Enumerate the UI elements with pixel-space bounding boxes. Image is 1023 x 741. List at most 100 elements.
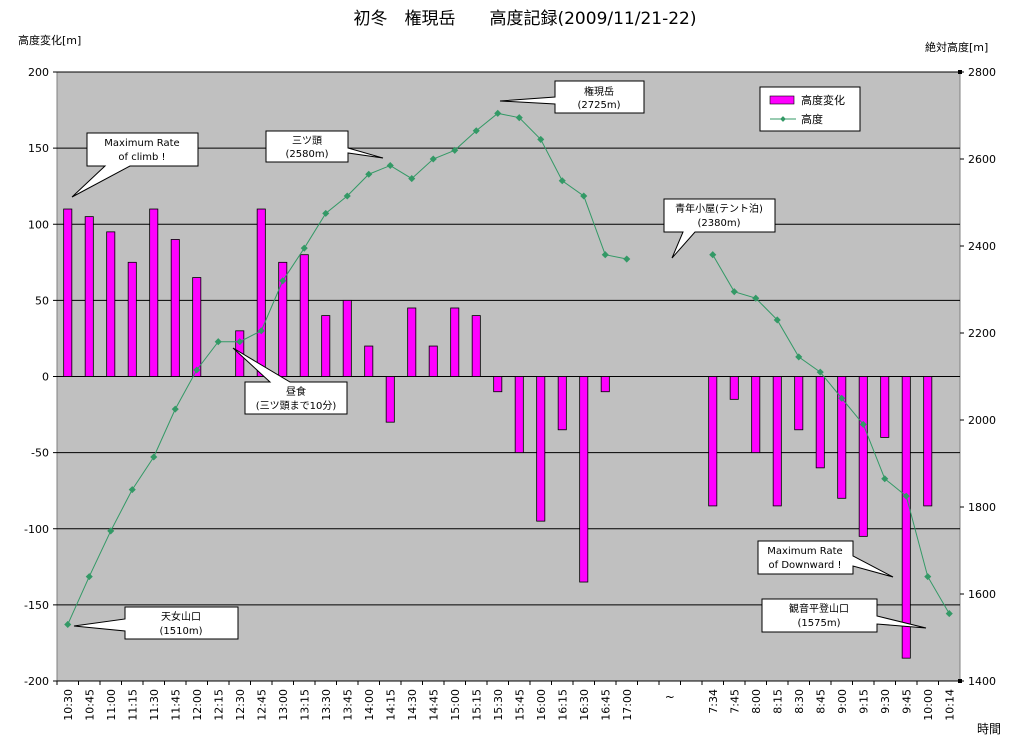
- axis-corner-marker: [958, 679, 962, 683]
- x-tick-label: 10:14: [943, 689, 956, 721]
- line-point: [451, 146, 459, 154]
- line-point: [64, 620, 72, 628]
- x-tick-label: 13:30: [320, 689, 333, 721]
- x-tick-label: 14:45: [427, 689, 440, 721]
- axis-corner-marker: [958, 70, 962, 74]
- bar: [751, 376, 761, 454]
- line-point: [859, 420, 867, 428]
- line-point: [601, 251, 609, 259]
- y-right-tick-label: 2600: [968, 153, 996, 166]
- line-point: [558, 177, 566, 185]
- y-right-axis-label: 絶対高度[m]: [925, 40, 988, 54]
- line-point: [623, 255, 631, 263]
- bar: [729, 376, 739, 400]
- line-point: [429, 155, 437, 163]
- y-right-tick-label: 2800: [968, 66, 996, 79]
- x-tick-label: 7:45: [728, 689, 741, 714]
- bar: [858, 376, 868, 537]
- bar: [901, 376, 911, 659]
- x-tick-label: 16:45: [599, 689, 612, 721]
- x-axis-label: 時間: [977, 722, 1001, 736]
- y-right-tick-label: 2400: [968, 240, 996, 253]
- bar: [772, 376, 782, 507]
- bar: [708, 376, 718, 507]
- bar: [407, 307, 417, 377]
- legend: 高度変化 高度: [759, 86, 861, 132]
- x-tick-label: 9:15: [857, 689, 870, 714]
- bar: [471, 315, 481, 377]
- y-left-tick-label: -50: [31, 447, 49, 460]
- callout-mitsugashira-line1: 三ツ頭: [292, 135, 322, 147]
- x-tick-label: 9:45: [900, 689, 913, 714]
- x-tick-label: 15:30: [492, 689, 505, 721]
- line-point: [365, 170, 373, 178]
- y-right-ticks: 2800 2600 2400 2200 2000 1800 1600 1400: [960, 66, 996, 688]
- line-point: [902, 492, 910, 500]
- x-tick-label: 12:30: [234, 689, 247, 721]
- callout-kannondaira-trailhead: 観音平登山口 (1575m): [761, 598, 927, 633]
- line-point: [386, 161, 394, 170]
- line-point: [472, 127, 480, 135]
- line-point: [515, 114, 523, 122]
- line-point: [107, 527, 115, 535]
- line-series: [64, 109, 953, 628]
- bar: [600, 376, 610, 393]
- x-tick-label: 12:15: [212, 689, 225, 721]
- x-tick-label: 15:15: [470, 689, 483, 721]
- bar: [923, 376, 933, 507]
- line-segment: [712, 254, 950, 614]
- x-tick-label: 10:30: [62, 689, 75, 721]
- legend-bar-label: 高度変化: [801, 93, 845, 107]
- bar: [557, 376, 567, 431]
- bar-series: [63, 208, 933, 659]
- callout-gongendake: 権現岳 (2725m): [499, 80, 645, 114]
- legend-bar-swatch: [769, 95, 795, 105]
- line-point: [924, 573, 932, 581]
- line-point: [193, 366, 201, 374]
- y-left-ticks: 200 150 100 50 0 -50 -100 -150 -200: [24, 66, 57, 688]
- line-point: [945, 610, 953, 618]
- y-left-tick-label: 50: [35, 294, 49, 307]
- x-tick-label: 11:45: [169, 689, 182, 721]
- bar: [170, 239, 180, 377]
- legend-line-label: 高度: [801, 112, 823, 126]
- bar: [321, 315, 331, 377]
- callout-max-downward: Maximum Rate of Downward !: [757, 540, 894, 578]
- x-tick-label: 11:00: [105, 689, 118, 721]
- bar: [536, 376, 546, 522]
- y-left-tick-label: 100: [28, 218, 49, 231]
- x-tick-label: 16:30: [578, 689, 591, 721]
- x-tick-label: 9:30: [879, 689, 892, 714]
- line-point: [709, 251, 717, 259]
- callout-tennyo-line2: (1510m): [160, 626, 203, 637]
- bar: [342, 299, 352, 377]
- bar: [63, 208, 73, 377]
- bar: [385, 376, 395, 423]
- bar: [278, 261, 288, 377]
- line-point: [773, 316, 781, 324]
- callout-tennyo-trailhead: 天女山口 (1510m): [73, 606, 239, 640]
- line-point: [128, 486, 136, 494]
- chart-title: 初冬 権現岳 高度記録(2009/11/21-22): [353, 9, 696, 29]
- x-tick-label: 14:15: [384, 689, 397, 721]
- y-right-tick-label: 2200: [968, 327, 996, 340]
- x-tick-label: 8:15: [771, 689, 784, 714]
- callout-max-climb: Maximum Rate of climb !: [71, 132, 199, 198]
- line-point: [236, 338, 244, 346]
- x-tick-label: 14:30: [406, 689, 419, 721]
- y-right-tick-label: 2000: [968, 414, 996, 427]
- x-tick-label: 13:45: [341, 689, 354, 721]
- line-point: [85, 573, 93, 581]
- y-right-tick-label: 1800: [968, 501, 996, 514]
- callout-seinen-goya-line2: (2380m): [698, 218, 741, 229]
- x-tick-label: 12:45: [255, 689, 268, 721]
- x-tick-label: 7:34: [707, 689, 720, 714]
- callout-gongendake-line1: 権現岳: [584, 85, 614, 98]
- callout-lunch-line2: (三ツ頭まで10分): [256, 400, 337, 412]
- bar: [256, 208, 266, 377]
- callout-kannondaira-line1: 観音平登山口: [789, 602, 849, 615]
- x-tick-label: 8:00: [750, 689, 763, 714]
- bar: [84, 216, 94, 377]
- y-left-tick-label: 200: [28, 66, 49, 79]
